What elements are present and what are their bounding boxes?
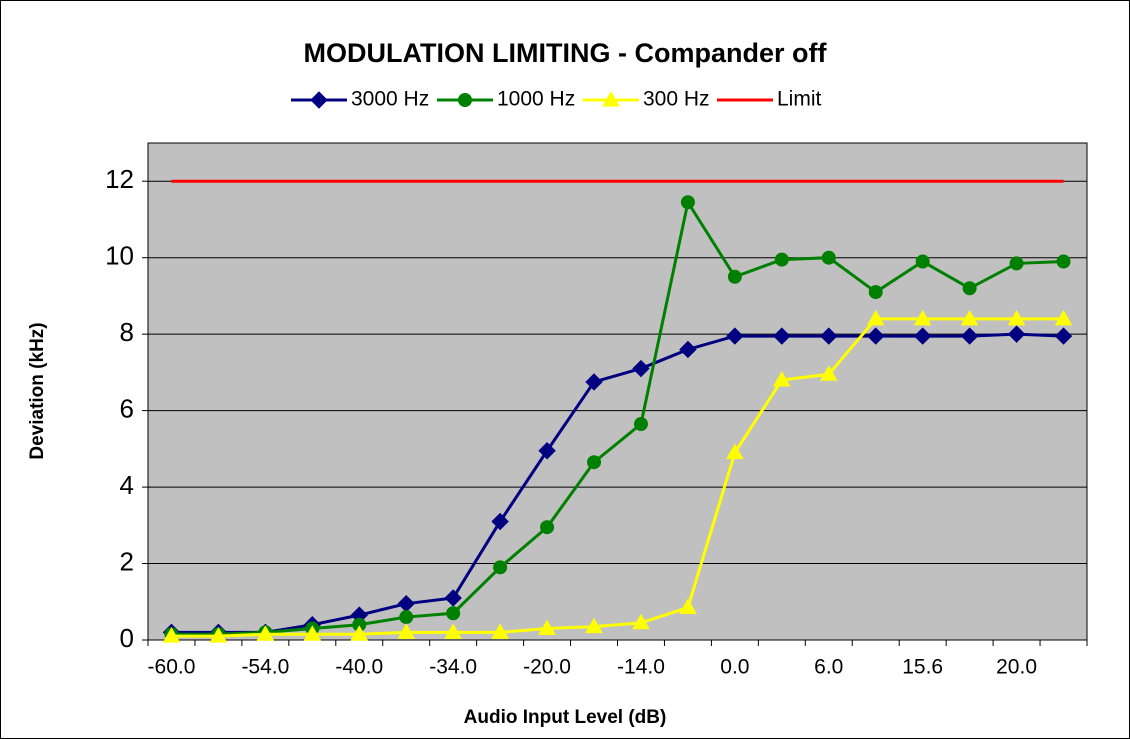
y-tick-label: 4 bbox=[120, 470, 134, 500]
legend-label: 300 Hz bbox=[643, 88, 710, 111]
data-point bbox=[821, 250, 836, 265]
data-point bbox=[913, 327, 932, 345]
x-axis-title: Audio Input Level (dB) bbox=[464, 707, 667, 728]
series-line bbox=[171, 198, 1064, 636]
data-point bbox=[773, 327, 791, 345]
chart-title: MODULATION LIMITING - Compander off bbox=[304, 38, 828, 68]
y-tick-label: 6 bbox=[120, 393, 134, 423]
data-point bbox=[680, 195, 695, 210]
x-tick-label: 0.0 bbox=[720, 656, 749, 679]
data-point bbox=[820, 327, 838, 345]
data-point bbox=[679, 598, 697, 615]
x-tick-label: 15.6 bbox=[902, 656, 943, 679]
legend-marker bbox=[458, 93, 472, 107]
data-point bbox=[727, 269, 742, 284]
data-point bbox=[632, 613, 650, 630]
legend-label: 3000 Hz bbox=[351, 88, 429, 111]
legend-marker bbox=[310, 91, 328, 109]
x-tick-label: 20.0 bbox=[996, 656, 1037, 679]
data-point bbox=[962, 281, 977, 296]
data-point bbox=[538, 619, 556, 636]
data-point bbox=[915, 254, 930, 269]
legend-label: Limit bbox=[777, 88, 822, 111]
legend-label: 1000 Hz bbox=[497, 88, 575, 111]
data-point bbox=[209, 627, 228, 643]
data-point bbox=[960, 327, 979, 345]
data-point bbox=[679, 340, 697, 359]
data-point bbox=[162, 627, 181, 643]
data-point bbox=[819, 365, 838, 381]
data-point bbox=[256, 625, 275, 641]
data-point bbox=[913, 309, 932, 326]
plot-area bbox=[148, 143, 1087, 640]
data-point bbox=[1007, 309, 1026, 326]
data-point bbox=[446, 606, 461, 621]
data-point bbox=[585, 617, 603, 634]
data-point bbox=[587, 455, 602, 470]
y-tick-label: 10 bbox=[105, 241, 134, 271]
data-point bbox=[491, 623, 509, 639]
data-point bbox=[444, 623, 463, 639]
y-axis-title: Deviation (kHz) bbox=[27, 322, 48, 459]
data-point bbox=[866, 309, 885, 326]
data-point bbox=[867, 327, 885, 345]
x-tick-label: -40.0 bbox=[335, 656, 383, 679]
data-point bbox=[444, 589, 462, 607]
data-point bbox=[726, 443, 744, 460]
data-point bbox=[493, 560, 508, 575]
x-tick-label: -60.0 bbox=[148, 656, 196, 679]
data-point bbox=[399, 610, 414, 625]
data-point bbox=[1054, 327, 1073, 345]
data-point bbox=[1009, 256, 1024, 271]
y-tick-label: 0 bbox=[120, 623, 134, 653]
data-point bbox=[350, 625, 369, 641]
data-point bbox=[632, 359, 650, 378]
y-tick-label: 8 bbox=[120, 317, 134, 347]
y-tick-label: 12 bbox=[105, 164, 134, 194]
x-tick-label: -14.0 bbox=[617, 656, 665, 679]
y-tick-label: 2 bbox=[120, 546, 134, 576]
data-point bbox=[1007, 325, 1026, 343]
x-tick-label: -34.0 bbox=[429, 656, 477, 679]
data-point bbox=[1054, 309, 1073, 326]
data-point bbox=[633, 416, 648, 431]
data-point bbox=[774, 252, 789, 267]
data-point bbox=[397, 623, 416, 639]
data-point bbox=[538, 442, 556, 460]
legend-marker bbox=[602, 90, 620, 107]
data-point bbox=[540, 520, 555, 535]
data-point bbox=[960, 309, 979, 326]
data-point bbox=[303, 625, 322, 641]
data-point bbox=[1056, 254, 1071, 269]
x-tick-label: -54.0 bbox=[241, 656, 289, 679]
data-point bbox=[491, 512, 509, 531]
data-point bbox=[726, 327, 744, 345]
data-point bbox=[585, 373, 603, 391]
x-tick-label: -20.0 bbox=[523, 656, 571, 679]
data-point bbox=[772, 371, 791, 387]
data-point bbox=[868, 285, 883, 300]
series-line bbox=[171, 317, 1064, 638]
x-tick-label: 6.0 bbox=[814, 656, 843, 679]
